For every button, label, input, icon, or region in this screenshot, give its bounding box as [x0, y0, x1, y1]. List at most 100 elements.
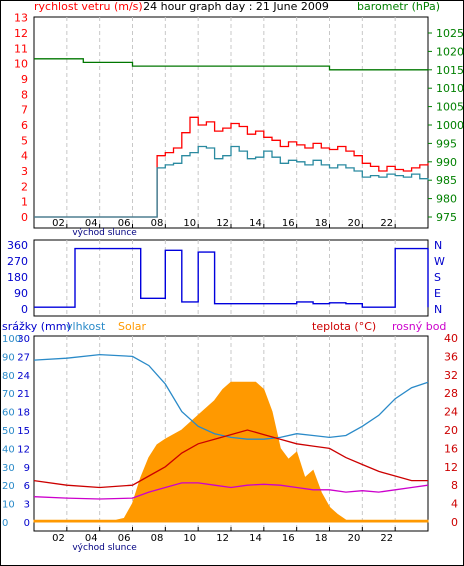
- x-tick-label: 20: [348, 218, 361, 229]
- pressure-tick-label: 1010: [436, 82, 464, 95]
- rain-tick-label: 12: [17, 444, 30, 455]
- wind-tick-label: 1: [21, 196, 28, 209]
- pressure-tick-label: 990: [436, 156, 457, 169]
- x-tick-label: 02: [52, 218, 65, 229]
- wind-pressure-panel: 0123456789101112139759809859909951000100…: [14, 12, 464, 238]
- rain-tick-label: 15: [17, 426, 30, 437]
- rain-solar-temperature-panel: 0369121518212427300102030405060708090100…: [2, 332, 458, 553]
- humidity-tick-label: 0: [2, 518, 8, 529]
- humidity-tick-label: 90: [2, 352, 15, 363]
- rain-tick-label: 9: [24, 463, 30, 474]
- temperature-tick-label: 4: [451, 498, 458, 511]
- temperature-tick-label: 32: [444, 369, 458, 382]
- x-tick-label: 06: [118, 218, 131, 229]
- direction-tick-label: 90: [14, 287, 28, 300]
- pressure-tick-label: 985: [436, 174, 457, 187]
- x-tick-label: 18: [315, 533, 328, 544]
- direction-tick-label: 180: [7, 271, 28, 284]
- temperature-tick-label: 16: [444, 442, 458, 455]
- rain-tick-label: 6: [24, 481, 30, 492]
- compass-label: N: [434, 303, 442, 316]
- rain-tick-label: 0: [24, 518, 30, 529]
- temperature-tick-label: 8: [451, 479, 458, 492]
- pressure-tick-label: 1015: [436, 64, 464, 77]
- humidity-tick-label: 100: [2, 334, 21, 345]
- temperature-tick-label: 24: [444, 406, 458, 419]
- rain-tick-label: 30: [17, 334, 30, 345]
- humidity-tick-label: 60: [2, 408, 15, 419]
- temperature-line: [33, 429, 428, 489]
- wind-tick-label: 8: [21, 88, 28, 101]
- barometer-axis-label: barometr (hPa): [357, 0, 440, 13]
- temperature-tick-label: 20: [444, 424, 458, 437]
- wind-speed-axis-label: rychlost vetru (m/s): [34, 0, 143, 13]
- wind-tick-label: 6: [21, 119, 28, 132]
- rain-axis-label: srážky (mm): [2, 320, 71, 333]
- temperature-tick-label: 0: [451, 516, 458, 529]
- humidity-tick-label: 10: [2, 500, 15, 511]
- humidity-axis-label: vlhkost: [66, 320, 106, 333]
- sunrise-label: východ slunce: [72, 543, 137, 553]
- wind-tick-label: 10: [14, 58, 28, 71]
- humidity-tick-label: 80: [2, 371, 15, 382]
- x-tick-label: 16: [282, 533, 295, 544]
- x-tick-label: 16: [282, 218, 295, 229]
- graph-title: 24 hour graph day : 21 June 2009: [143, 0, 329, 13]
- x-tick-label: 04: [85, 218, 98, 229]
- wind-tick-label: 13: [14, 12, 28, 25]
- humidity-tick-label: 70: [2, 389, 15, 400]
- x-tick-label: 02: [52, 533, 65, 544]
- direction-tick-label: 360: [7, 239, 28, 252]
- gust-line: [34, 116, 429, 218]
- pressure-tick-label: 1005: [436, 101, 464, 114]
- x-tick-label: 20: [348, 533, 361, 544]
- direction-line: [34, 247, 429, 308]
- rain-tick-label: 21: [17, 389, 30, 400]
- pressure-tick-label: 1025: [436, 27, 464, 40]
- wind-tick-label: 4: [21, 150, 28, 163]
- pressure-tick-label: 980: [436, 193, 457, 206]
- pressure-tick-label: 1000: [436, 119, 464, 132]
- direction-tick-label: 0: [21, 303, 28, 316]
- x-tick-label: 10: [183, 533, 196, 544]
- x-tick-label: 14: [249, 533, 262, 544]
- wind-tick-label: 0: [21, 211, 28, 224]
- rain-tick-label: 24: [17, 371, 30, 382]
- x-tick-label: 14: [249, 218, 262, 229]
- humidity-tick-label: 50: [2, 426, 15, 437]
- dew-point-axis-label: rosný bod: [392, 320, 446, 333]
- compass-label: W: [434, 255, 445, 268]
- x-tick-label: 06: [118, 533, 131, 544]
- compass-label: N: [434, 239, 442, 252]
- solar-area: [33, 381, 429, 523]
- wind-line: [34, 145, 429, 218]
- temperature-tick-label: 36: [444, 350, 458, 363]
- x-tick-label: 08: [151, 533, 164, 544]
- compass-label: S: [434, 271, 441, 284]
- rain-tick-label: 3: [24, 500, 30, 511]
- wind-tick-label: 7: [21, 104, 28, 117]
- x-tick-label: 18: [315, 218, 328, 229]
- x-tick-label: 10: [183, 218, 196, 229]
- pressure-tick-label: 995: [436, 137, 457, 150]
- direction-tick-label: 270: [7, 255, 28, 268]
- pressure-tick-label: 975: [436, 211, 457, 224]
- x-tick-label: 22: [380, 533, 393, 544]
- x-tick-label: 04: [85, 533, 98, 544]
- humidity-tick-label: 40: [2, 444, 15, 455]
- wind-tick-label: 9: [21, 73, 28, 86]
- x-tick-label: 22: [380, 218, 393, 229]
- rain-tick-label: 27: [17, 352, 30, 363]
- x-tick-label: 12: [216, 218, 229, 229]
- sunrise-label: východ slunce: [72, 228, 137, 238]
- humidity-tick-label: 30: [2, 463, 15, 474]
- temperature-tick-label: 28: [444, 387, 458, 400]
- solar-axis-label: Solar: [118, 320, 147, 333]
- temperature-tick-label: 40: [444, 332, 458, 345]
- temperature-tick-label: 12: [444, 461, 458, 474]
- wind-tick-label: 3: [21, 165, 28, 178]
- x-tick-label: 08: [151, 218, 164, 229]
- wind-tick-label: 12: [14, 27, 28, 40]
